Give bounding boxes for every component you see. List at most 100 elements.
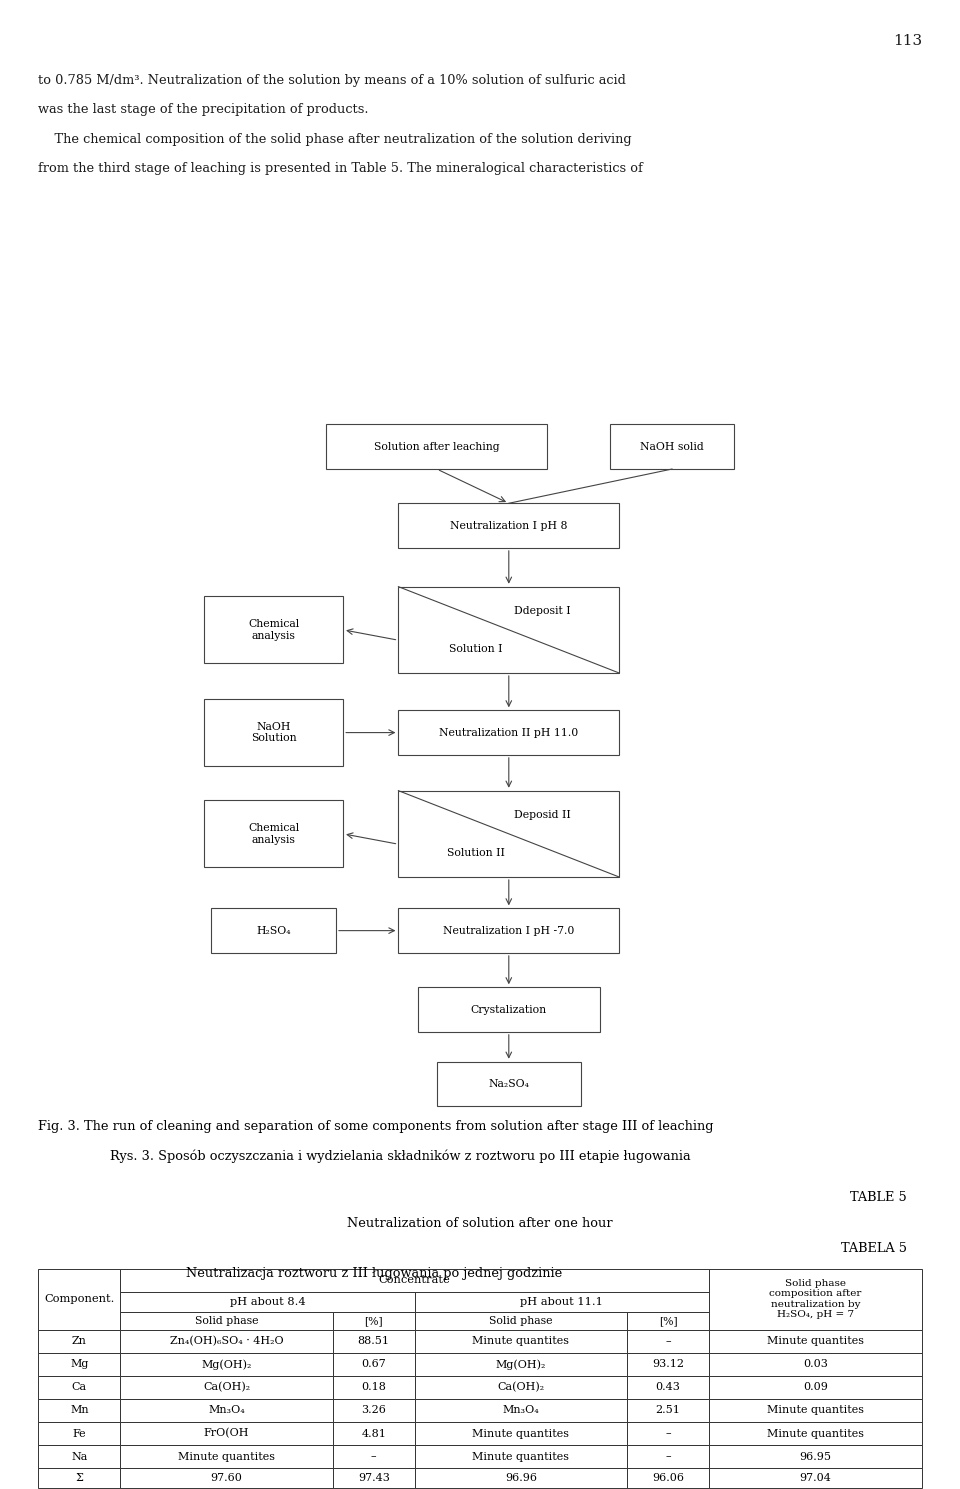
Text: [%]: [%] [659,1316,678,1325]
Text: Solid phase: Solid phase [195,1316,258,1325]
Text: Minute quantites: Minute quantites [767,1406,864,1416]
Text: –: – [665,1428,671,1438]
Text: Mg(OH)₂: Mg(OH)₂ [495,1359,546,1370]
Text: Minute quantites: Minute quantites [472,1452,569,1462]
Bar [415,1468,627,1489]
Text: 3.26: 3.26 [361,1406,386,1416]
Bar [211,908,336,953]
Text: 2.51: 2.51 [656,1406,681,1416]
Text: Mn: Mn [70,1406,88,1416]
Text: Deposid II: Deposid II [514,810,570,820]
Bar [627,1352,709,1376]
Bar [38,1352,120,1376]
Text: from the third stage of leaching is presented in Table 5. The mineralogical char: from the third stage of leaching is pres… [38,162,643,174]
Text: pH about 8.4: pH about 8.4 [229,1297,305,1307]
Text: Minute quantites: Minute quantites [767,1428,864,1438]
Bar [120,1352,333,1376]
Bar [627,1400,709,1422]
Text: 0.43: 0.43 [656,1382,681,1392]
Text: 0.09: 0.09 [803,1382,828,1392]
Text: 113: 113 [893,34,922,48]
Bar [418,987,600,1032]
Bar [398,710,619,755]
Text: NaOH solid: NaOH solid [640,442,704,451]
Text: Mn₃O₄: Mn₃O₄ [502,1406,540,1416]
Text: Solid phase
composition after
neutralization by
H₂SO₄, pH = 7: Solid phase composition after neutraliza… [769,1279,861,1319]
Bar [333,1400,415,1422]
Bar [120,1312,333,1330]
Bar [709,1400,922,1422]
Bar [415,1330,627,1352]
Text: Ca: Ca [72,1382,86,1392]
Text: Ca(OH)₂: Ca(OH)₂ [203,1382,250,1392]
Text: 88.51: 88.51 [358,1336,390,1346]
Text: Neutralizacja roztworu z III ługowania po jednej godzinie: Neutralizacja roztworu z III ługowania p… [186,1267,563,1281]
Text: Ca(OH)₂: Ca(OH)₂ [497,1382,544,1392]
Text: Σ: Σ [75,1473,84,1483]
Text: Chemical
analysis: Chemical analysis [248,619,300,640]
Bar [437,1062,581,1106]
Text: 93.12: 93.12 [652,1359,684,1370]
Text: Fig. 3. The run of cleaning and separation of some components from solution afte: Fig. 3. The run of cleaning and separati… [38,1120,714,1133]
Text: Neutralization I pH -7.0: Neutralization I pH -7.0 [444,926,574,935]
Bar [326,424,547,469]
Text: 96.96: 96.96 [505,1473,537,1483]
Bar [415,1376,627,1400]
Bar [627,1422,709,1444]
Text: pH about 11.1: pH about 11.1 [520,1297,603,1307]
Text: Na₂SO₄: Na₂SO₄ [489,1080,529,1088]
Bar [333,1312,415,1330]
Bar [120,1444,333,1468]
Bar [38,1422,120,1444]
Text: Zn: Zn [72,1336,86,1346]
Text: [%]: [%] [365,1316,383,1325]
Bar [709,1330,922,1352]
Text: The chemical composition of the solid phase after neutralization of the solution: The chemical composition of the solid ph… [38,133,632,146]
Text: –: – [665,1336,671,1346]
Bar [333,1468,415,1489]
Text: Solution I: Solution I [449,643,502,654]
Text: Solid phase: Solid phase [490,1316,553,1325]
Bar [709,1376,922,1400]
Bar [333,1330,415,1352]
Bar [120,1468,333,1489]
Bar [627,1376,709,1400]
Text: Rys. 3. Sposób oczyszczania i wydzielania składników z roztworu po III etapie łu: Rys. 3. Sposób oczyszczania i wydzielani… [110,1150,691,1163]
Text: Crystalization: Crystalization [470,1005,547,1014]
Text: Ddeposit I: Ddeposit I [514,606,570,616]
Bar [38,1376,120,1400]
Bar [627,1312,709,1330]
Bar [204,801,343,867]
Bar [627,1444,709,1468]
Text: H₂SO₄: H₂SO₄ [256,926,291,935]
Text: 96.95: 96.95 [800,1452,831,1462]
Bar [415,1291,709,1312]
Bar [709,1422,922,1444]
Text: –: – [665,1452,671,1462]
Text: 0.67: 0.67 [361,1359,386,1370]
Bar [627,1330,709,1352]
Bar [38,1330,120,1352]
Bar [415,1422,627,1444]
Text: TABLE 5: TABLE 5 [851,1191,907,1205]
Text: Zn₄(OH)₆SO₄ · 4H₂O: Zn₄(OH)₆SO₄ · 4H₂O [170,1336,283,1346]
Text: Solution after leaching: Solution after leaching [374,442,499,451]
Bar [333,1376,415,1400]
Text: Solution II: Solution II [446,847,505,858]
Bar [120,1330,333,1352]
Text: Minute quantites: Minute quantites [472,1336,569,1346]
Text: TABELA 5: TABELA 5 [841,1242,907,1255]
Text: Component.: Component. [44,1294,114,1304]
Bar [398,503,619,548]
Bar [398,908,619,953]
Text: 96.06: 96.06 [652,1473,684,1483]
Text: Concentrate: Concentrate [378,1275,450,1285]
Bar [333,1352,415,1376]
Text: Mg(OH)₂: Mg(OH)₂ [202,1359,252,1370]
Bar [120,1376,333,1400]
Text: to 0.785 M/dm³. Neutralization of the solution by means of a 10% solution of sul: to 0.785 M/dm³. Neutralization of the so… [38,74,626,88]
Bar [709,1468,922,1489]
Bar [38,1468,120,1489]
Bar [398,791,619,877]
Text: FrO(OH: FrO(OH [204,1428,250,1438]
